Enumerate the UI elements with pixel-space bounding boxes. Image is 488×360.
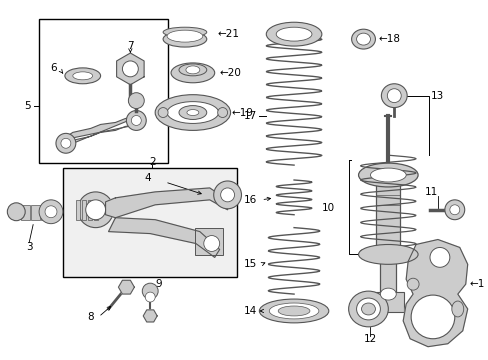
Ellipse shape [429, 247, 449, 267]
Ellipse shape [171, 63, 214, 83]
Bar [63, 168, 236, 277]
Polygon shape [118, 280, 134, 294]
Text: ←18: ←18 [378, 34, 400, 44]
Text: 7: 7 [127, 41, 133, 51]
Bar [41, 205, 50, 220]
Ellipse shape [381, 84, 407, 108]
Ellipse shape [126, 111, 146, 130]
Text: 14: 14 [244, 306, 257, 316]
Ellipse shape [122, 61, 138, 77]
Ellipse shape [213, 181, 241, 209]
Ellipse shape [158, 108, 168, 117]
Bar [87, 200, 91, 220]
Ellipse shape [358, 163, 417, 187]
Text: 3: 3 [26, 243, 32, 252]
Ellipse shape [45, 206, 57, 218]
Ellipse shape [185, 66, 200, 74]
Ellipse shape [142, 283, 158, 299]
Ellipse shape [179, 105, 206, 120]
Bar [94, 200, 98, 220]
Ellipse shape [266, 22, 321, 46]
Ellipse shape [85, 200, 105, 220]
Polygon shape [108, 218, 219, 257]
Ellipse shape [410, 295, 454, 339]
Ellipse shape [276, 27, 311, 41]
Text: ←19: ←19 [231, 108, 253, 117]
Ellipse shape [65, 68, 101, 84]
Text: ←1: ←1 [468, 279, 484, 289]
Ellipse shape [163, 31, 206, 47]
Ellipse shape [131, 116, 141, 125]
Text: 9: 9 [155, 279, 162, 289]
Ellipse shape [39, 200, 63, 224]
Ellipse shape [155, 95, 230, 130]
Text: 17: 17 [244, 111, 257, 121]
Polygon shape [61, 117, 138, 148]
Text: 11: 11 [424, 187, 437, 197]
Ellipse shape [358, 244, 417, 264]
Ellipse shape [56, 133, 76, 153]
Ellipse shape [167, 102, 218, 123]
Ellipse shape [61, 138, 71, 148]
Ellipse shape [145, 292, 155, 302]
Ellipse shape [351, 29, 375, 49]
Ellipse shape [186, 109, 199, 116]
Polygon shape [403, 239, 467, 347]
Ellipse shape [380, 288, 395, 300]
Text: 13: 13 [430, 91, 443, 101]
Text: 12: 12 [363, 334, 376, 344]
Text: ←20: ←20 [219, 68, 241, 78]
Ellipse shape [217, 108, 227, 117]
Bar [21, 205, 30, 220]
Bar [372, 292, 404, 312]
Bar [376, 175, 399, 255]
Text: 6: 6 [51, 63, 57, 73]
Ellipse shape [451, 301, 463, 317]
Text: 2: 2 [148, 157, 155, 167]
Ellipse shape [73, 72, 93, 80]
Bar [380, 255, 395, 294]
Ellipse shape [278, 306, 309, 316]
Ellipse shape [361, 303, 375, 315]
Bar [81, 200, 85, 220]
Ellipse shape [167, 30, 203, 42]
Text: 10: 10 [321, 203, 334, 213]
Ellipse shape [259, 299, 328, 323]
Ellipse shape [444, 200, 464, 220]
Ellipse shape [179, 64, 206, 76]
Bar [31, 205, 40, 220]
Ellipse shape [269, 303, 318, 319]
Ellipse shape [356, 298, 380, 320]
Text: 8: 8 [87, 312, 94, 322]
Ellipse shape [78, 192, 113, 228]
Ellipse shape [163, 27, 206, 37]
Text: 5: 5 [24, 100, 30, 111]
Ellipse shape [370, 168, 406, 182]
Bar [76, 200, 80, 220]
Bar [194, 228, 222, 255]
Ellipse shape [356, 33, 370, 45]
Text: ←21: ←21 [217, 29, 239, 39]
Polygon shape [105, 188, 227, 218]
Polygon shape [143, 310, 157, 322]
Ellipse shape [220, 188, 234, 202]
Ellipse shape [386, 89, 400, 103]
Bar [39, 19, 168, 163]
Ellipse shape [203, 235, 219, 251]
Ellipse shape [128, 93, 144, 109]
Text: 4: 4 [144, 173, 151, 183]
Text: 16: 16 [244, 195, 257, 205]
Polygon shape [116, 53, 144, 85]
Ellipse shape [348, 291, 387, 327]
Text: 15: 15 [244, 259, 257, 269]
Ellipse shape [449, 205, 459, 215]
Ellipse shape [407, 278, 418, 290]
Ellipse shape [7, 203, 25, 221]
